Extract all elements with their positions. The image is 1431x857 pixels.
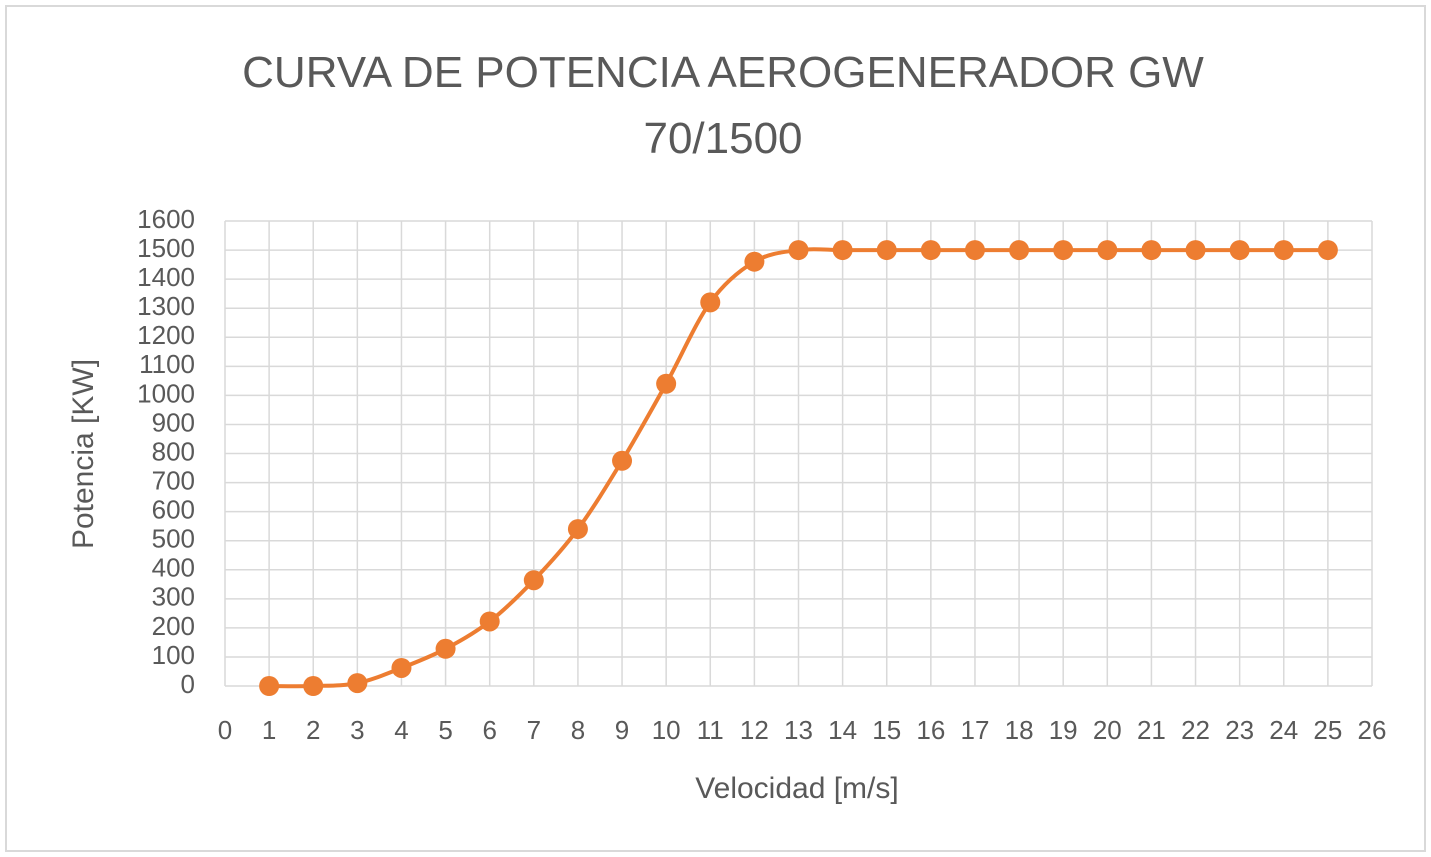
x-tick-label: 26	[1358, 715, 1387, 745]
x-tick-label: 22	[1181, 715, 1210, 745]
x-tick-label: 25	[1313, 715, 1342, 745]
x-tick-label: 24	[1269, 715, 1298, 745]
data-point	[435, 638, 456, 659]
y-tick-label: 1600	[137, 204, 195, 234]
x-tick-label: 12	[740, 715, 769, 745]
data-point	[1053, 240, 1074, 261]
x-tick-label: 10	[652, 715, 681, 745]
x-tick-label: 23	[1225, 715, 1254, 745]
chart-border	[5, 5, 1426, 852]
x-tick-label: 19	[1049, 715, 1078, 745]
y-tick-label: 900	[152, 407, 195, 437]
x-tick-label: 21	[1137, 715, 1166, 745]
x-tick-label: 9	[615, 715, 629, 745]
chart-title: CURVA DE POTENCIA AEROGENERADOR GW 70/15…	[242, 48, 1204, 163]
y-tick-label: 200	[152, 611, 195, 641]
y-tick-label: 1500	[137, 233, 195, 263]
x-tick-label: 11	[697, 715, 724, 745]
data-point	[479, 611, 500, 632]
data-point	[832, 240, 853, 261]
data-point	[1229, 240, 1250, 261]
y-tick-label: 1200	[137, 320, 195, 350]
x-tick-label: 8	[571, 715, 585, 745]
x-tick-label: 20	[1093, 715, 1122, 745]
data-point	[744, 251, 765, 272]
data-point	[612, 450, 633, 471]
y-tick-label: 500	[152, 524, 195, 554]
y-tick-label: 300	[152, 582, 195, 612]
x-tick-label: 16	[916, 715, 945, 745]
x-tick-label: 5	[438, 715, 452, 745]
data-point	[1009, 240, 1030, 261]
x-tick-label: 17	[961, 715, 990, 745]
y-tick-label: 1300	[137, 291, 195, 321]
x-tick-label: 14	[828, 715, 857, 745]
x-tick-label: 15	[872, 715, 901, 745]
data-point	[259, 676, 280, 696]
data-point	[567, 519, 588, 540]
y-tick-label: 600	[152, 495, 195, 525]
data-point	[391, 657, 412, 678]
y-axis-label: Potencia [KW]	[67, 359, 100, 549]
data-point	[347, 673, 368, 694]
x-tick-label: 2	[306, 715, 320, 745]
data-point	[1273, 240, 1294, 261]
y-tick-label: 700	[152, 465, 195, 495]
data-point	[1141, 240, 1162, 261]
x-tick-label: 18	[1005, 715, 1034, 745]
y-tick-label: 0	[181, 669, 195, 699]
data-point	[303, 676, 324, 696]
x-tick-label: 3	[350, 715, 364, 745]
x-tick-label: 7	[527, 715, 541, 745]
data-point	[523, 570, 544, 591]
x-tick-label: 13	[784, 715, 813, 745]
x-tick-label: 1	[262, 715, 276, 745]
data-point	[876, 240, 897, 261]
data-point	[964, 240, 985, 261]
x-tick-label: 6	[482, 715, 496, 745]
y-tick-label: 400	[152, 553, 195, 583]
y-tick-label: 1000	[137, 378, 195, 408]
y-tick-label: 1400	[137, 262, 195, 292]
data-point	[1185, 240, 1206, 261]
data-point	[656, 373, 677, 394]
y-tick-label: 100	[152, 640, 195, 670]
data-point	[788, 240, 809, 261]
y-tick-label: 800	[152, 436, 195, 466]
y-tick-label: 1100	[139, 349, 195, 379]
data-point	[920, 240, 941, 261]
data-point	[700, 292, 721, 313]
x-axis-label: Velocidad [m/s]	[695, 772, 898, 805]
data-point	[1317, 240, 1338, 261]
x-tick-label: 0	[218, 715, 232, 745]
data-point	[1097, 240, 1118, 261]
x-tick-label: 4	[394, 715, 408, 745]
